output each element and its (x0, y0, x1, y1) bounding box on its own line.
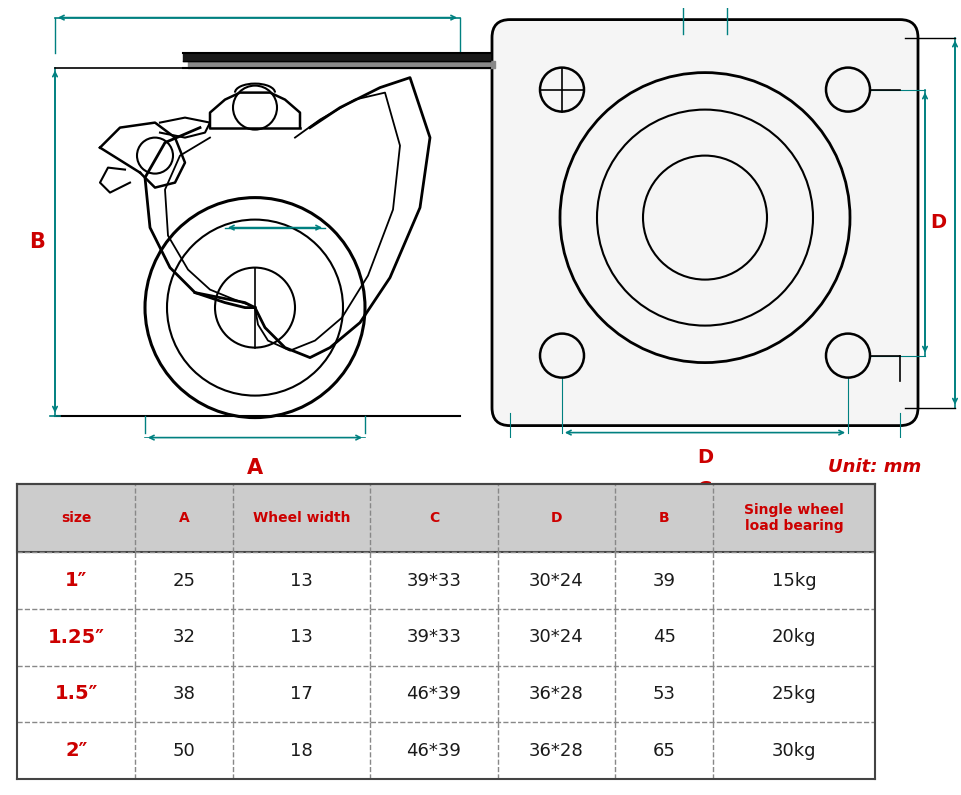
Text: 46*39: 46*39 (407, 742, 461, 760)
Text: 1.25″: 1.25″ (48, 628, 105, 647)
Text: 15kg: 15kg (771, 572, 816, 590)
Text: 2″: 2″ (65, 741, 87, 760)
Text: 1.5″: 1.5″ (55, 684, 98, 704)
Text: D: D (550, 511, 561, 525)
Text: 30kg: 30kg (771, 742, 816, 760)
Text: 25: 25 (172, 572, 195, 590)
Text: 39*33: 39*33 (407, 572, 461, 590)
Text: 53: 53 (653, 685, 675, 703)
Text: 39*33: 39*33 (407, 628, 461, 646)
Text: D: D (696, 448, 712, 467)
Text: 20kg: 20kg (771, 628, 816, 646)
Text: C: C (697, 481, 712, 501)
Text: Wheel width: Wheel width (253, 511, 350, 525)
Text: A: A (179, 511, 189, 525)
Text: 36*28: 36*28 (529, 685, 583, 703)
Text: 32: 32 (172, 628, 195, 646)
FancyBboxPatch shape (491, 20, 917, 425)
Text: 38: 38 (172, 685, 195, 703)
Text: 17: 17 (290, 685, 312, 703)
Text: 50: 50 (173, 742, 195, 760)
Text: size: size (61, 511, 91, 525)
Text: 39: 39 (653, 572, 675, 590)
Text: Unit: mm: Unit: mm (826, 458, 920, 476)
Text: 13: 13 (290, 628, 312, 646)
Text: Single wheel
load bearing: Single wheel load bearing (744, 502, 843, 533)
Text: B: B (658, 511, 669, 525)
Text: C: C (429, 511, 438, 525)
Text: 30*24: 30*24 (529, 628, 583, 646)
Text: 18: 18 (290, 742, 312, 760)
Text: 25kg: 25kg (771, 685, 816, 703)
Text: 1″: 1″ (65, 571, 87, 590)
Text: 13: 13 (290, 572, 312, 590)
Bar (17, 483, 875, 553)
Text: 30*24: 30*24 (529, 572, 583, 590)
Text: B: B (29, 231, 45, 251)
Text: A: A (247, 458, 262, 478)
Text: 45: 45 (653, 628, 675, 646)
Text: 65: 65 (653, 742, 675, 760)
Text: 46*39: 46*39 (407, 685, 461, 703)
Text: 36*28: 36*28 (529, 742, 583, 760)
Text: D: D (929, 213, 945, 232)
